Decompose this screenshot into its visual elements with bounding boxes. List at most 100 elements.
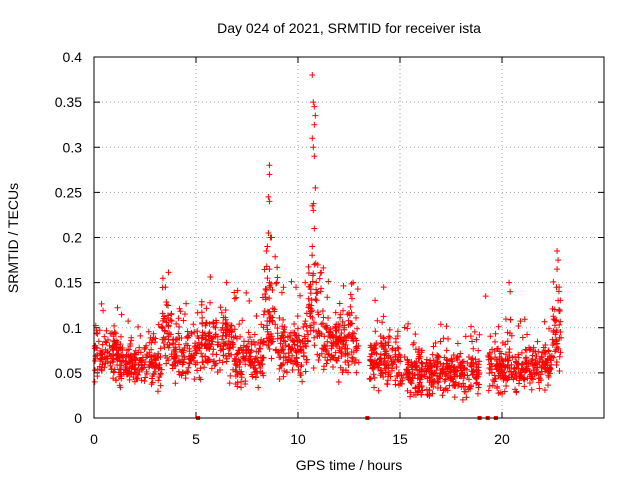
- data-point: [463, 366, 470, 373]
- data-point: [148, 339, 155, 346]
- data-point: [460, 364, 467, 371]
- data-point: [349, 355, 356, 362]
- data-point: [308, 308, 315, 315]
- x-axis-label: GPS time / hours: [296, 457, 403, 473]
- data-point: [469, 368, 476, 375]
- data-point: [181, 354, 188, 361]
- data-point: [97, 355, 104, 362]
- data-point: [268, 333, 275, 340]
- data-point: [147, 334, 154, 341]
- data-point: [487, 349, 493, 356]
- data-point: [552, 336, 559, 343]
- data-point: [212, 324, 219, 331]
- data-point: [231, 289, 238, 296]
- data-point: [295, 366, 302, 373]
- data-point: [186, 345, 193, 352]
- data-point: [319, 308, 326, 315]
- data-point: [214, 341, 221, 348]
- data-point: [208, 335, 215, 342]
- data-point: [442, 376, 449, 383]
- data-point: [459, 396, 466, 403]
- data-point: [99, 341, 106, 348]
- data-point: [194, 347, 201, 354]
- data-point: [146, 349, 153, 356]
- x-tick-label: 15: [392, 431, 408, 447]
- data-point: [380, 334, 387, 341]
- data-point: [500, 358, 507, 365]
- data-point: [137, 332, 144, 339]
- data-point: [236, 364, 243, 371]
- data-point: [377, 333, 384, 340]
- data-point: [265, 193, 272, 200]
- data-point: [266, 295, 273, 302]
- data-point: [216, 357, 223, 364]
- data-point: [287, 336, 294, 343]
- data-point: [522, 366, 529, 373]
- data-point: [468, 323, 475, 330]
- data-point: [207, 274, 214, 281]
- data-point: [279, 323, 286, 330]
- data-point: [240, 355, 247, 362]
- y-tick-label: 0: [74, 410, 82, 426]
- data-point: [557, 328, 564, 335]
- data-point: [198, 334, 205, 341]
- data-point: [251, 331, 258, 338]
- data-point: [437, 321, 444, 328]
- data-point: [488, 360, 495, 367]
- data-point: [553, 340, 560, 347]
- data-point: [275, 348, 282, 355]
- data-point: [338, 330, 345, 337]
- data-point: [276, 375, 283, 382]
- data-point: [152, 356, 159, 363]
- data-point: [238, 378, 245, 385]
- data-point: [190, 321, 197, 328]
- data-point: [398, 372, 405, 379]
- data-point: [219, 336, 226, 343]
- x-tick-label: 0: [90, 431, 98, 447]
- data-point: [281, 323, 288, 330]
- data-point: [311, 261, 318, 268]
- data-point: [311, 342, 318, 349]
- data-point: [257, 340, 264, 347]
- data-point: [164, 312, 171, 319]
- data-point: [276, 314, 283, 321]
- data-point: [297, 372, 304, 379]
- data-point: [196, 374, 203, 381]
- data-point: [277, 354, 284, 361]
- data-point: [109, 345, 116, 352]
- data-point: [269, 286, 276, 293]
- data-point: [266, 266, 273, 273]
- data-point: [175, 315, 182, 322]
- data-point: [311, 103, 318, 110]
- data-point: [294, 325, 301, 332]
- data-point: [342, 351, 349, 358]
- x-tick-label: 20: [494, 431, 510, 447]
- data-point: [151, 339, 158, 346]
- data-point: [283, 369, 290, 376]
- data-point: [127, 356, 134, 363]
- data-point: [269, 305, 276, 312]
- data-point: [353, 314, 360, 321]
- data-point: [95, 338, 102, 345]
- data-point: [323, 325, 330, 332]
- data-point: [288, 278, 295, 285]
- data-point: [312, 260, 319, 267]
- data-point: [419, 387, 426, 394]
- data-point: [418, 359, 425, 366]
- data-point: [508, 332, 515, 339]
- data-point: [497, 370, 504, 377]
- data-point: [98, 300, 105, 307]
- data-point: [282, 342, 289, 349]
- data-point: [332, 309, 339, 316]
- data-point: [382, 369, 389, 376]
- data-point: [98, 364, 105, 371]
- data-point: [253, 348, 260, 355]
- data-point: [302, 318, 309, 325]
- data-point: [266, 198, 273, 205]
- data-point: [191, 376, 198, 383]
- data-point: [343, 337, 350, 344]
- data-point: [203, 336, 210, 343]
- data-point: [280, 360, 287, 367]
- data-point: [307, 327, 314, 334]
